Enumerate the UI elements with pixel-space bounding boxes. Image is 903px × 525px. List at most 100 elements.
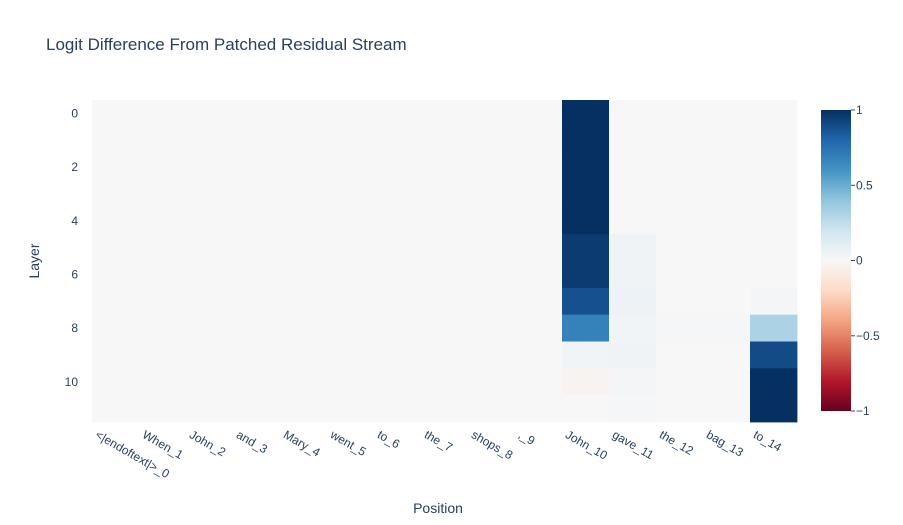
heatmap-cell [233,180,281,208]
heatmap-cell [515,314,563,342]
heatmap-cell [609,234,657,262]
heatmap-cell [468,314,516,342]
heatmap-cell [468,287,516,316]
heatmap-cell [703,395,751,423]
heatmap-cell [139,126,187,155]
heatmap-cell [656,368,704,396]
heatmap-cell [421,180,469,208]
heatmap-cell [562,261,610,289]
heatmap-cell [186,234,234,262]
heatmap-cell [750,234,798,262]
heatmap-cell [186,341,234,369]
heatmap-cell [703,287,751,316]
heatmap-cell [515,287,563,316]
heatmap-cell [374,207,422,235]
colorbar-ticks: 1 0.5 0 −0.5 −1 [851,103,880,418]
heatmap-cell [139,153,187,181]
heatmap-cell [374,234,422,262]
heatmap-cell [421,287,469,316]
heatmap-cell [609,100,657,128]
heatmap-cell [515,153,563,181]
heatmap-cell [280,341,328,369]
x-tick-label: to_6 [375,427,403,451]
heatmap-cell [280,395,328,423]
heatmap-cell [750,180,798,208]
heatmap-cell [374,180,422,208]
heatmap-cell [562,100,610,128]
heatmap-cell [327,368,375,396]
heatmap-cell [468,153,516,181]
heatmap-cell [186,395,234,423]
heatmap-cell [233,395,281,423]
heatmap-cell [186,100,234,128]
colorbar-tick-label: 0 [856,254,863,268]
heatmap-cell [609,395,657,423]
y-tick-label: 10 [65,375,79,389]
x-tick-label: John_2 [187,427,228,459]
heatmap-cell [515,100,563,128]
heatmap-cell [92,100,140,128]
heatmap-cell [515,234,563,262]
x-axis-title: Position [413,500,463,516]
heatmap-cell [327,341,375,369]
heatmap-cell [421,261,469,289]
heatmap-cell [374,100,422,128]
heatmap-cell [468,395,516,423]
heatmap-cell [233,153,281,181]
heatmap-cell [656,100,704,128]
heatmap-cell [280,368,328,396]
heatmap-cell [280,153,328,181]
heatmap-cell [656,395,704,423]
colorbar-tick-label: 0.5 [856,178,873,192]
heatmap-cell [656,126,704,155]
heatmap-cell [327,100,375,128]
heatmap-cell [609,261,657,289]
heatmap-cell [703,368,751,396]
heatmap-cell [468,261,516,289]
heatmap-cell [92,368,140,396]
heatmap-cell [609,314,657,342]
heatmap-cell [374,287,422,316]
heatmap-cell [609,287,657,316]
heatmap-cell [562,207,610,235]
heatmap-cell [186,207,234,235]
heatmap-cell [280,314,328,342]
heatmap-cell [92,314,140,342]
heatmap-cell [92,234,140,262]
heatmap-cell [327,395,375,423]
colorbar-tick-label: −0.5 [856,329,880,343]
heatmap-cell [374,153,422,181]
heatmap-cell [327,261,375,289]
heatmap-cell [656,153,704,181]
heatmap-cell [703,100,751,128]
heatmap-cell [468,341,516,369]
x-tick-label: ,_9 [516,427,538,448]
heatmap-cell [703,314,751,342]
heatmap-cell [562,153,610,181]
heatmap-cell [280,261,328,289]
heatmap-cell [750,314,798,342]
heatmap-cell [609,368,657,396]
heatmap-cell [327,153,375,181]
heatmap-cell [750,287,798,316]
heatmap-cells [92,100,798,423]
heatmap-cell [233,207,281,235]
heatmap-cell [750,341,798,369]
heatmap-cell [139,314,187,342]
heatmap-cell [139,341,187,369]
heatmap-cell [750,207,798,235]
heatmap-cell [280,100,328,128]
heatmap-cell [327,180,375,208]
heatmap-cell [703,207,751,235]
heatmap-cell [421,153,469,181]
heatmap-cell [750,100,798,128]
heatmap-cell [139,395,187,423]
heatmap-cell [656,261,704,289]
heatmap-cell [562,180,610,208]
y-tick-label: 8 [71,321,78,335]
heatmap-cell [562,126,610,155]
heatmap-cell [468,234,516,262]
heatmap-cell [421,234,469,262]
